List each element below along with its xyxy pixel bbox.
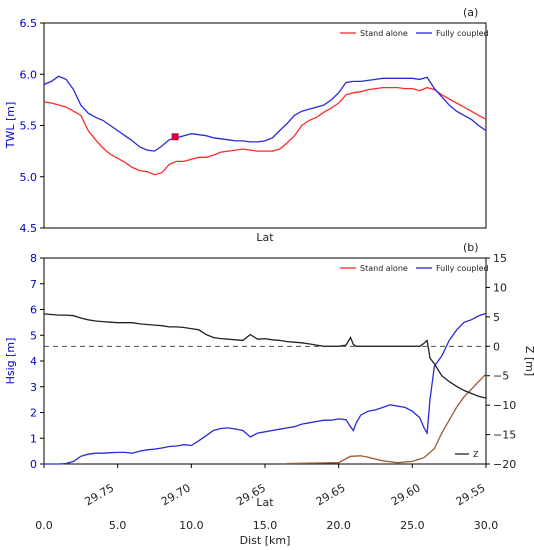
xtick-label-10-0: 10.0 [179,519,204,532]
lat-tick-label-4: 29.60 [389,481,423,508]
panel-a-yticks: 4.5 5.0 5.5 6.0 6.5 [20,17,44,235]
ytick-label-3: 3 [30,381,37,394]
panel-b-lat-ticks: 29.75 29.70 29.65 29.65 29.60 29.55 [82,481,487,508]
ytick-label-5-5: 5.5 [20,120,38,133]
panel-a-lines [43,75,487,176]
xtick-label-15-0: 15.0 [253,519,278,532]
panel-b-xlabel: Dist [km] [240,534,291,547]
ytick-label-4-5: 4.5 [20,222,38,235]
legend-stand-alone-label: Stand alone [360,264,408,273]
panel-b-legend: Stand alone Fully coupled Z [340,264,489,459]
ytick-right-label-5: 5 [493,311,500,324]
ytick-label-6-0: 6.0 [20,68,38,81]
xtick-label-30-0: 30.0 [474,519,499,532]
ytick-label-0: 0 [30,458,37,471]
ytick-label-6-5: 6.5 [20,17,38,30]
panel-b-xlabel-top: Lat [256,496,274,509]
ytick-label-8: 8 [30,252,37,265]
ytick-right-label-15: 15 [493,252,507,265]
ytick-right-label-10: −10 [493,399,516,412]
ytick-label-7: 7 [30,278,37,291]
xtick-label-25-0: 25.0 [400,519,425,532]
lat-tick-label-5: 29.55 [454,481,488,508]
panel-b-ylabel: Hsig [m] [4,338,17,385]
panel-b-lines [43,312,487,465]
panel-b-ylabel-right: Z [m] [523,346,534,376]
legend-fully-coupled-label: Fully coupled [436,264,489,273]
panel-b-yticks: 0 1 2 3 4 5 6 7 8 [30,252,44,471]
series-fully-coupled [44,312,487,465]
series-z [43,313,487,399]
ytick-label-4: 4 [30,355,37,368]
legend-fully-coupled-label: Fully coupled [436,29,489,38]
panel-a-legend: Stand alone Fully coupled [340,29,489,38]
panel-b: (b) Hsig [m] Z [m] Lat Dist [km] 0 1 2 3 4 5 6… [4,241,534,547]
panel-a-label: (a) [463,6,478,19]
panel-b-label: (b) [463,241,479,254]
ytick-right-label-10: 10 [493,281,507,294]
xtick-label-5-0: 5.0 [109,519,127,532]
ytick-right-label-20: −20 [493,458,516,471]
ytick-label-1: 1 [30,432,37,445]
ytick-label-5-0: 5.0 [20,171,38,184]
panel-a: (a) TWL [m] Lat 4.5 5.0 5.5 6.0 6.5 Stand al… [4,6,489,244]
xtick-label-0-0: 0.0 [35,519,53,532]
ytick-right-label-0: 0 [493,340,500,353]
highlight-marker [171,133,179,141]
ytick-right-label-15: −15 [493,429,516,442]
lat-tick-label-3: 29.65 [314,481,348,508]
ytick-label-2: 2 [30,407,37,420]
panel-b-xticks: 0.0 5.0 10.0 15.0 20.0 25.0 30.0 [35,464,498,532]
ytick-label-5: 5 [30,329,37,342]
series-stand-alone [43,86,487,176]
legend-stand-alone-label: Stand alone [360,29,408,38]
lat-tick-label-0: 29.75 [82,481,116,508]
lat-tick-label-1: 29.70 [159,481,193,508]
ytick-right-label-5: −5 [493,370,509,383]
panel-b-frame [43,257,487,465]
ytick-label-6: 6 [30,304,37,317]
xtick-label-20-0: 20.0 [326,519,351,532]
panel-b-yticks-right: −20 −15 −10 −5 0 5 10 15 [486,252,516,471]
series-fully-coupled [43,75,487,152]
panel-a-ylabel: TWL [m] [4,102,17,150]
panel-a-xlabel: Lat [256,231,274,244]
legend-z-label: Z [473,450,479,459]
series-stand-alone [287,373,487,465]
